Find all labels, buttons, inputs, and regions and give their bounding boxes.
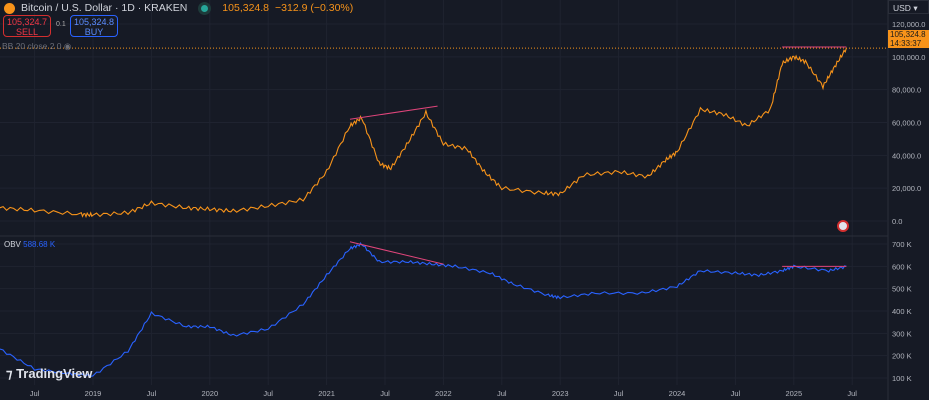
x-tick-label: Jul [147,389,157,398]
sell-price: 105,324.7 [6,17,48,27]
y-tick-label: 500 K [892,285,912,294]
bb-text: BB 20 close 2 0 [2,41,62,51]
y-tick-label: 100 K [892,374,912,383]
obv-series-line [0,241,847,378]
x-tick-label: Jul [497,389,507,398]
last-price: 105,324.8 [222,2,270,14]
y-tick-label: 200 K [892,352,912,361]
x-tick-label: Jul [847,389,857,398]
buy-button[interactable]: 105,324.8 BUY [70,15,118,37]
y-tick-label: 80,000.0 [892,86,921,95]
currency-select[interactable]: USD ▾ [888,0,929,14]
y-tick-label: 400 K [892,307,912,316]
x-tick-label: 2019 [85,389,102,398]
bitcoin-icon [4,2,15,14]
currency-label: USD [893,3,911,13]
x-tick-label: Jul [380,389,390,398]
buy-label: BUY [84,27,104,37]
price-series-line [0,47,847,219]
x-tick-label: 2022 [435,389,452,398]
symbol-title[interactable]: Bitcoin / U.S. Dollar · 1D · KRAKEN [21,2,188,14]
tradingview-logo: ⁊ TradingView [6,366,93,381]
x-tick-label: 2021 [318,389,335,398]
x-tick-label: Jul [263,389,273,398]
obv-legend[interactable]: OBV 588.68 K [4,240,55,249]
x-tick-label: 2020 [201,389,218,398]
buy-price: 105,324.8 [73,17,115,27]
sell-button[interactable]: 105,324.7 SELL [3,15,51,37]
x-tick-label: Jul [614,389,624,398]
obv-label: OBV [4,240,21,249]
sell-label: SELL [15,27,39,37]
chevron-down-icon: ▾ [913,3,918,13]
y-tick-label: 0.0 [892,217,902,226]
y-tick-label: 60,000.0 [892,119,921,128]
y-tick-label: 40,000.0 [892,151,921,160]
market-open-icon [201,4,209,12]
trendline[interactable] [349,105,438,120]
x-tick-label: 2023 [552,389,569,398]
x-tick-label: 2025 [785,389,802,398]
x-tick-label: 2024 [669,389,686,398]
x-tick-label: Jul [30,389,40,398]
price-tag-value: 105,324.8 [890,30,926,39]
us-flag-icon[interactable] [837,220,849,232]
logo-text: TradingView [16,366,93,381]
trendline[interactable] [349,241,444,265]
price-tag: 105,324.8 14:33:37 [888,30,929,48]
spread: 0.1 [56,21,66,28]
symbol-header: Bitcoin / U.S. Dollar · 1D · KRAKEN 105,… [4,2,353,14]
y-tick-label: 120,000.0 [892,20,925,29]
bb-indicator-label[interactable]: BB 20 close 2 0 ◉ [2,41,71,52]
y-tick-label: 20,000.0 [892,184,921,193]
bar-countdown: 14:33:37 [890,39,922,48]
price-change: −312.9 (−0.30%) [275,2,354,14]
eye-icon[interactable]: ◉ [63,41,72,51]
y-tick-label: 300 K [892,329,912,338]
x-tick-label: Jul [731,389,741,398]
y-tick-label: 600 K [892,262,912,271]
obv-value: 588.68 K [23,240,56,249]
y-tick-label: 100,000.0 [892,53,925,62]
y-tick-label: 700 K [892,240,912,249]
